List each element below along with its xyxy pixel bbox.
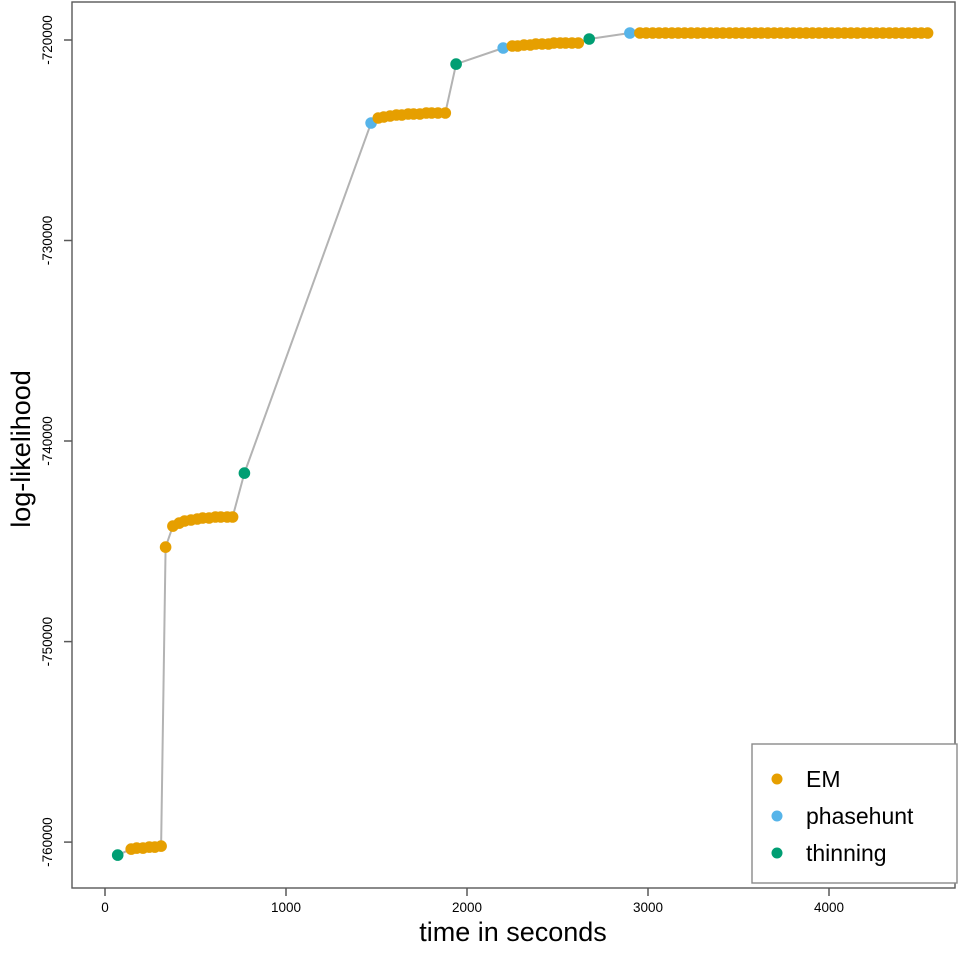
y-axis-title: log-likelihood xyxy=(6,370,36,528)
data-point-em xyxy=(921,27,934,39)
data-point-thinning xyxy=(238,467,251,479)
plot-series xyxy=(111,27,934,861)
y-tick-label: -730000 xyxy=(40,216,55,266)
legend-dot-phasehunt xyxy=(771,810,783,822)
x-axis-title: time in seconds xyxy=(419,917,607,947)
x-tick-label: 1000 xyxy=(271,900,301,915)
data-point-em xyxy=(439,107,452,119)
data-point-em xyxy=(226,511,239,523)
y-tick-label: -760000 xyxy=(40,817,55,867)
x-tick-label: 4000 xyxy=(814,900,844,915)
data-point-thinning xyxy=(583,33,595,45)
data-point-phasehunt xyxy=(497,42,510,54)
legend-dot-em xyxy=(771,773,783,785)
series-line xyxy=(117,32,928,857)
x-tick-label: 2000 xyxy=(452,900,482,915)
y-tick-label: -720000 xyxy=(40,15,55,65)
plot-area-border xyxy=(71,1,956,889)
x-axis-ticks: 0 1000 2000 3000 4000 xyxy=(101,888,844,915)
legend-box xyxy=(751,743,958,884)
data-point-thinning xyxy=(450,58,462,70)
x-tick-label: 3000 xyxy=(633,900,663,915)
y-tick-label: -740000 xyxy=(40,416,55,466)
y-axis-ticks: -720000 -730000 -740000 -750000 -760000 xyxy=(40,15,72,867)
data-point-em xyxy=(155,840,167,852)
legend-dot-thinning xyxy=(771,847,783,859)
x-tick-label: 0 xyxy=(101,900,109,915)
data-point-em xyxy=(159,541,172,553)
data-point-phasehunt xyxy=(624,27,636,39)
data-point-thinning xyxy=(111,849,124,861)
y-tick-label: -750000 xyxy=(40,617,55,667)
legend-label-phasehunt: phasehunt xyxy=(806,803,914,829)
legend-label-em: EM xyxy=(806,766,841,792)
legend-label-thinning: thinning xyxy=(806,840,887,866)
legend: EM phasehunt thinning xyxy=(751,743,958,884)
data-point-em xyxy=(572,37,585,49)
